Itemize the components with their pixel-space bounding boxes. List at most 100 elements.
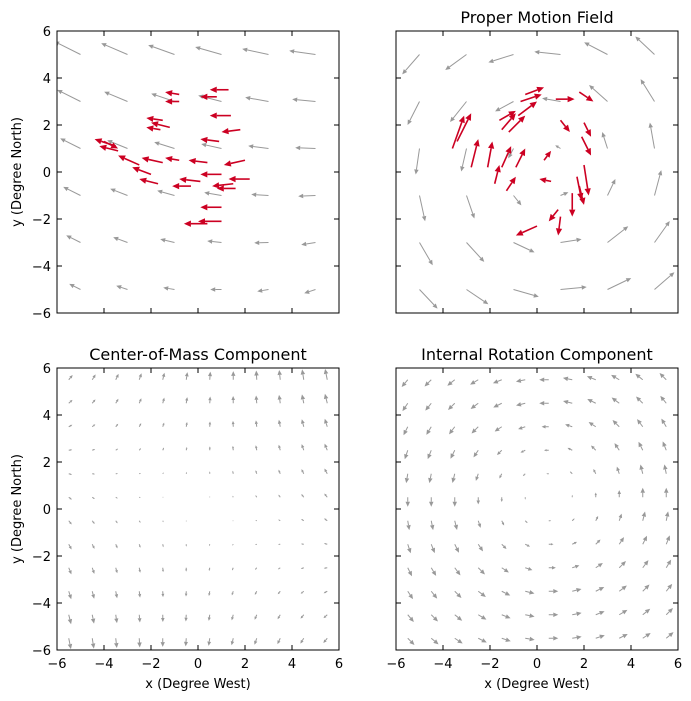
data-vector <box>555 216 563 236</box>
field-arrow <box>301 241 316 247</box>
field-arrow <box>450 450 456 459</box>
x-tick-label: 2 <box>580 657 588 672</box>
field-arrow <box>594 492 597 498</box>
field-arrow <box>207 239 222 244</box>
field-arrow <box>607 278 632 290</box>
field-arrow <box>555 145 561 149</box>
data-vector <box>515 225 538 236</box>
field-arrow <box>430 614 438 622</box>
field-arrow <box>115 373 119 380</box>
field-arrow <box>138 567 141 573</box>
field-arrow <box>257 288 269 293</box>
data-vector <box>578 185 586 205</box>
field-arrow <box>90 614 96 624</box>
field-arrow <box>231 591 234 596</box>
field-arrow <box>289 49 316 55</box>
field-arrow <box>595 515 599 521</box>
field-arrow <box>635 373 644 381</box>
field-arrow <box>91 520 95 524</box>
field-arrow <box>68 567 72 575</box>
field-arrow <box>601 132 608 149</box>
field-arrow <box>665 583 673 592</box>
field-arrow <box>278 494 281 498</box>
field-arrow <box>427 450 432 460</box>
field-arrow <box>195 46 222 55</box>
field-arrow <box>607 226 629 243</box>
field-arrow <box>292 97 316 102</box>
y-tick-label: −2 <box>32 213 51 228</box>
field-arrow <box>493 402 502 408</box>
field-arrow <box>454 614 463 621</box>
panel-title: Proper Motion Field <box>460 8 613 27</box>
field-arrow <box>477 520 482 528</box>
field-arrow <box>300 637 305 644</box>
data-vector <box>165 155 180 163</box>
x-tick-label: −2 <box>141 657 160 672</box>
field-arrow <box>595 562 603 569</box>
field-arrow <box>163 286 175 291</box>
field-arrow <box>91 374 96 381</box>
data-vector <box>132 166 152 176</box>
data-vector <box>172 182 191 190</box>
x-tick-label: −4 <box>433 657 452 672</box>
field-arrow <box>569 471 573 475</box>
field-arrow <box>595 586 605 592</box>
field-arrow <box>407 614 414 623</box>
field-arrow <box>60 138 81 149</box>
field-arrow <box>618 513 623 521</box>
data-vector <box>543 150 552 161</box>
field-arrow <box>543 449 549 452</box>
field-arrow <box>659 373 667 381</box>
field-arrow <box>515 378 526 383</box>
field-arrow <box>572 635 582 640</box>
field-arrow <box>618 537 625 545</box>
field-arrow <box>496 449 503 456</box>
field-arrow <box>251 192 269 197</box>
field-arrow <box>209 471 211 474</box>
field-arrow <box>204 191 222 196</box>
field-arrow <box>254 591 258 595</box>
data-vector <box>470 139 480 168</box>
field-arrow <box>301 419 305 427</box>
field-arrow <box>607 179 616 196</box>
x-axis-label: x (Degree West) <box>145 677 250 692</box>
field-arrow <box>584 42 608 55</box>
field-arrow <box>640 487 645 498</box>
field-arrow <box>648 122 655 149</box>
field-arrow <box>254 420 258 427</box>
field-arrow <box>137 614 142 623</box>
field-arrow <box>460 148 467 172</box>
field-arrow <box>665 608 673 616</box>
field-arrow <box>587 398 596 404</box>
y-tick-label: 6 <box>43 362 51 377</box>
field-arrow <box>115 473 118 475</box>
field-arrow <box>255 470 258 474</box>
data-vector <box>559 119 570 133</box>
field-arrow <box>254 370 259 380</box>
data-vector <box>179 176 201 183</box>
field-arrow <box>430 637 439 645</box>
field-arrow <box>663 464 668 474</box>
field-arrow <box>300 614 305 619</box>
data-vector <box>501 113 516 131</box>
field-arrow <box>619 633 628 639</box>
field-arrow <box>450 101 467 123</box>
field-arrow <box>525 590 535 595</box>
field-arrow <box>154 141 175 149</box>
x-tick-label: −6 <box>386 657 405 672</box>
field-arrow <box>162 447 164 451</box>
field-arrow <box>231 395 235 404</box>
field-arrow <box>477 590 486 597</box>
field-arrow <box>525 613 535 618</box>
field-arrow <box>618 609 628 616</box>
data-vector <box>200 171 222 178</box>
field-arrow <box>452 497 457 507</box>
field-arrow <box>501 520 505 526</box>
field-arrow <box>300 369 306 380</box>
data-vector <box>515 148 526 168</box>
x-tick-label: 4 <box>288 657 296 672</box>
field-arrow <box>231 445 235 451</box>
data-vector <box>146 115 163 123</box>
field-arrow <box>548 543 554 546</box>
field-arrow <box>68 449 73 451</box>
